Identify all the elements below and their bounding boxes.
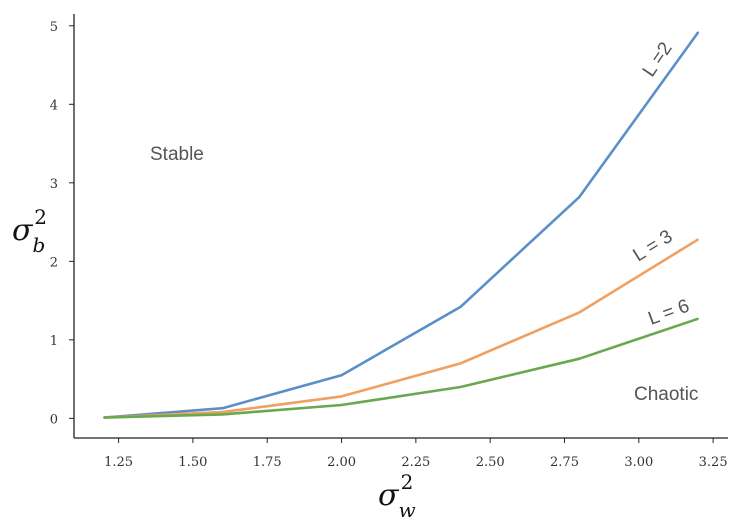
x-tick-label: 3.00: [624, 455, 653, 470]
x-tick-label: 1.25: [104, 455, 133, 470]
x-tick-label: 2.00: [327, 455, 356, 470]
series-lines: [103, 31, 700, 419]
y-axis-title: σb2: [12, 205, 47, 257]
data-point: [103, 416, 105, 419]
data-point: [459, 306, 462, 308]
data-point: [697, 318, 699, 320]
annotation-stable: Stable: [150, 144, 204, 165]
y-tick-label: 1: [50, 334, 58, 349]
data-point: [222, 407, 224, 409]
data-point: [459, 362, 462, 365]
data-point: [578, 311, 580, 313]
series-line-l2: [103, 31, 700, 419]
x-tick-label: 2.25: [401, 455, 430, 470]
x-tick-label: 2.75: [550, 455, 579, 470]
data-point: [340, 395, 343, 397]
data-point: [578, 196, 580, 198]
data-point: [340, 374, 343, 376]
y-ticks: 0 1 2 3 4 5: [50, 20, 74, 427]
x-tick-label: 1.75: [253, 455, 282, 470]
series-label-l6: L = 6: [646, 296, 693, 330]
data-point: [222, 411, 224, 413]
x-tick-label: 1.50: [178, 455, 207, 470]
x-ticks: 1.25 1.50 1.75 2.00 2.25 2.50 2.75 3.00 3.25: [104, 438, 728, 470]
plot-area: 1.25 1.50 1.75 2.00 2.25 2.50 2.75 3.00 3.25 0 1 2…: [50, 14, 728, 470]
data-point: [459, 386, 462, 388]
series-line-l3: [103, 238, 699, 419]
y-tick-label: 3: [50, 177, 58, 192]
y-tick-label: 2: [50, 255, 58, 270]
series-line-l6: [103, 317, 699, 419]
y-tick-label: 4: [50, 98, 58, 113]
series-label-l3: L = 3: [630, 226, 677, 266]
data-point: [340, 404, 343, 406]
data-point: [697, 31, 699, 33]
y-tick-label: 0: [50, 412, 58, 427]
data-point: [578, 358, 580, 360]
x-axis-title: σw2: [378, 470, 416, 522]
data-point: [697, 238, 699, 240]
data-point: [222, 413, 224, 416]
x-tick-label: 2.50: [476, 455, 505, 470]
series-label-l2: L =2: [639, 39, 677, 81]
annotation-chaotic: Chaotic: [634, 384, 698, 405]
x-tick-label: 3.25: [699, 455, 728, 470]
y-tick-label: 5: [50, 20, 58, 35]
